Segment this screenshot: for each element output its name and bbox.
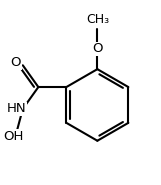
Text: O: O (92, 42, 103, 56)
Text: O: O (10, 56, 21, 69)
Text: HN: HN (7, 102, 26, 115)
Text: OH: OH (3, 130, 24, 143)
Text: CH₃: CH₃ (86, 13, 109, 26)
